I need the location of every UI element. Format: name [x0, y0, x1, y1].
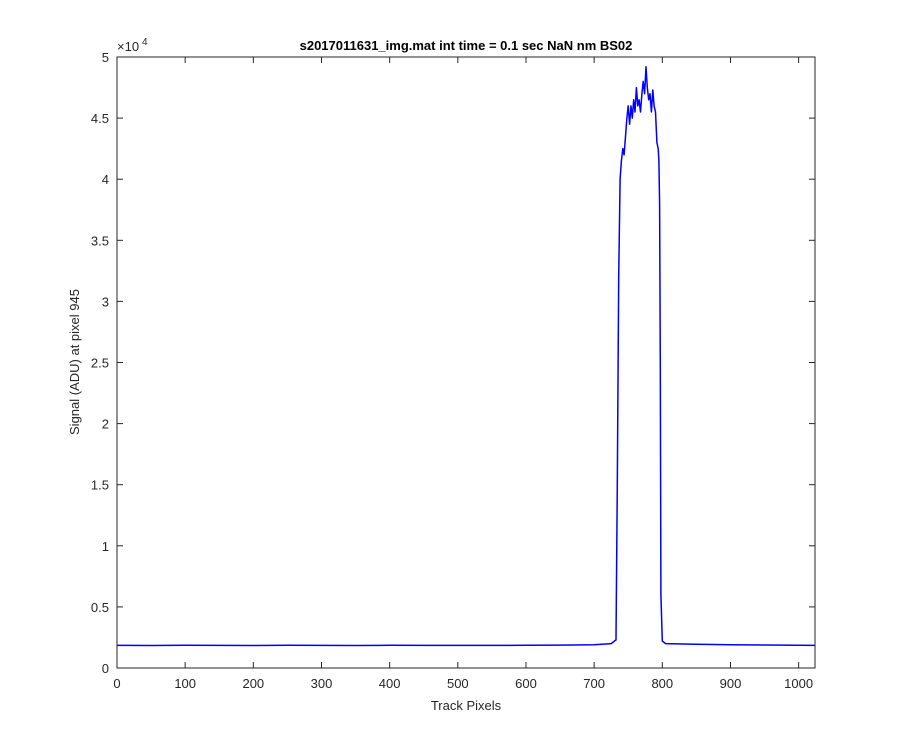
- x-axis-ticks: 0 100 200 300 400 500 600 700 800 900 1000: [113, 57, 813, 691]
- x-tick-label: 900: [720, 676, 742, 691]
- x-tick-label: 800: [651, 676, 673, 691]
- y-tick-label: 1: [102, 539, 109, 554]
- y-axis-exponent: ×10 4: [117, 37, 148, 54]
- y-tick-label: 4.5: [91, 111, 109, 126]
- series-layer: [116, 66, 816, 647]
- x-axis-label: Track Pixels: [431, 698, 502, 713]
- y-tick-label: 3: [102, 294, 109, 309]
- y-axis-label: Signal (ADU) at pixel 945: [67, 289, 82, 435]
- plot-area: [117, 57, 815, 668]
- chart-title: s2017011631_img.mat int time = 0.1 sec N…: [300, 38, 633, 53]
- x-tick-label: 700: [583, 676, 605, 691]
- x-tick-label: 600: [515, 676, 537, 691]
- y-tick-label: 0.5: [91, 600, 109, 615]
- y-tick-label: 3.5: [91, 233, 109, 248]
- x-tick-label: 100: [174, 676, 196, 691]
- y-tick-label: 0: [102, 661, 109, 676]
- y-exponent-power: 4: [142, 37, 148, 48]
- y-tick-label: 2.5: [91, 356, 109, 371]
- x-tick-label: 0: [113, 676, 120, 691]
- y-exponent-base: ×10: [117, 39, 139, 54]
- x-tick-label: 1000: [784, 676, 813, 691]
- y-tick-label: 1.5: [91, 478, 109, 493]
- series-line: [116, 66, 816, 647]
- x-tick-label: 400: [379, 676, 401, 691]
- y-tick-label: 2: [102, 417, 109, 432]
- x-tick-label: 300: [311, 676, 333, 691]
- axes-box: [116, 56, 816, 669]
- y-axis-ticks: 0 0.5 1 1.5 2 2.5 3 3.5 4 4.5 5: [91, 50, 815, 676]
- x-tick-label: 200: [242, 676, 264, 691]
- y-tick-label: 5: [102, 50, 109, 65]
- y-tick-label: 4: [102, 172, 109, 187]
- x-tick-label: 500: [447, 676, 469, 691]
